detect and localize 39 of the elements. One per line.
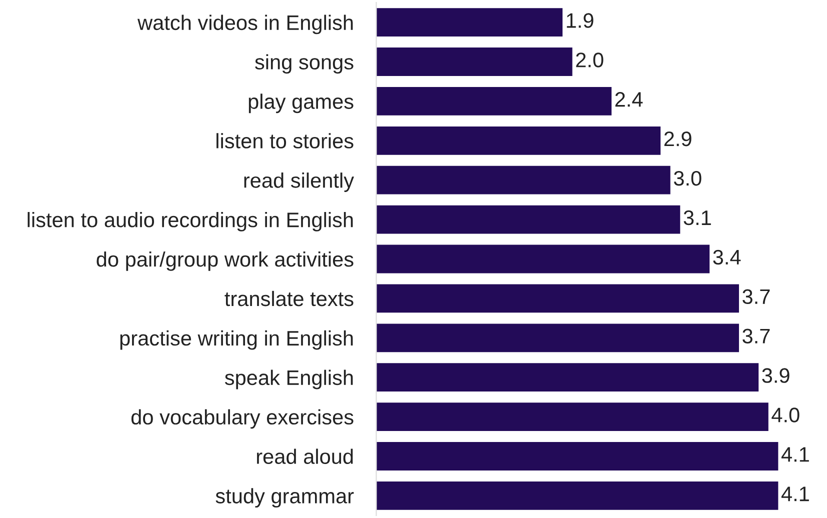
- bar: [376, 205, 680, 234]
- y-tick-label: read aloud: [256, 448, 353, 464]
- bar: [376, 402, 768, 431]
- bar: [376, 481, 778, 510]
- bar: [376, 87, 612, 116]
- data-label: 3.7: [742, 328, 770, 344]
- bar: [376, 284, 739, 313]
- y-tick-label: translate texts: [224, 290, 354, 306]
- y-tick-label: do pair/group work activities: [96, 251, 354, 271]
- y-tick-label: speak English: [224, 370, 353, 390]
- bar: [376, 244, 710, 274]
- bar: [376, 166, 670, 194]
- y-tick-label: read silently: [244, 172, 354, 192]
- y-tick-label: sing songs: [255, 54, 354, 74]
- y-tick-label: listen to audio recordings in English: [28, 212, 353, 232]
- data-label: 3.7: [742, 289, 770, 304]
- data-label: 4.1: [781, 447, 809, 462]
- data-label: 3.4: [713, 250, 741, 265]
- data-label: 2.4: [615, 92, 643, 107]
- data-label: 3.1: [684, 210, 711, 226]
- y-tick-label: study grammar: [216, 488, 354, 508]
- bar: [376, 8, 563, 37]
- data-label: 1.9: [566, 13, 594, 28]
- bar: [376, 48, 572, 76]
- data-label: 4.0: [772, 408, 800, 422]
- data-label: 4.1: [781, 486, 809, 502]
- data-label: 2.9: [664, 131, 692, 146]
- bar: [376, 363, 759, 392]
- data-label: 2.0: [576, 52, 604, 68]
- data-label: 3.0: [674, 170, 702, 186]
- y-tick-label: watch videos in English: [137, 14, 353, 34]
- bar: [376, 324, 739, 352]
- bar: [376, 126, 661, 155]
- y-tick-label: practise writing in English: [120, 330, 353, 350]
- bar: [376, 442, 778, 470]
- y-tick-label: listen to stories: [216, 133, 354, 148]
- y-tick-label: do vocabulary exercises: [131, 409, 354, 429]
- data-label: 3.9: [762, 368, 790, 383]
- y-tick-label: play games: [248, 94, 354, 114]
